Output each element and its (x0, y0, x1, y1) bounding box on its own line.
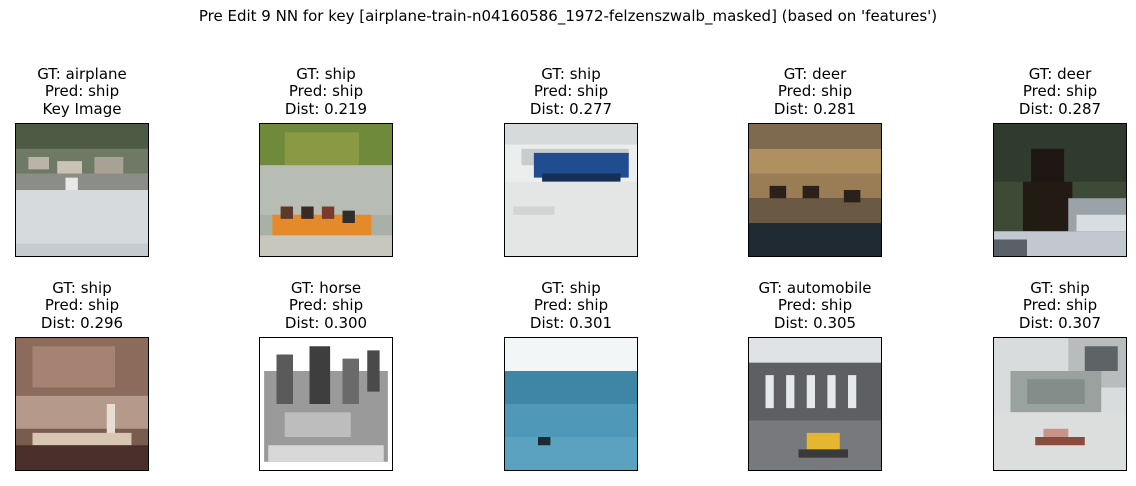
dist-label: Dist: 0.307 (1018, 313, 1102, 332)
gt-label: GT: horse (290, 279, 362, 297)
pred-label: Pred: ship (533, 296, 609, 315)
pred-label: Pred: ship (288, 296, 364, 315)
panel-10-caption: GT: ship Pred: ship Dist: 0.307 (950, 279, 1136, 332)
panel-4-caption: GT: deer Pred: ship Dist: 0.281 (705, 65, 925, 118)
gt-label: GT: deer (783, 65, 847, 83)
panel-6-caption: GT: ship Pred: ship Dist: 0.296 (0, 279, 192, 332)
dist-label: Dist: 0.281 (773, 99, 857, 118)
gt-label: GT: ship (296, 65, 356, 83)
panel-8-caption: GT: ship Pred: ship Dist: 0.301 (461, 279, 681, 332)
gt-label: GT: automobile (758, 279, 872, 297)
panel-9-caption: GT: automobile Pred: ship Dist: 0.305 (705, 279, 925, 332)
panel-7-caption: GT: horse Pred: ship Dist: 0.300 (216, 279, 436, 332)
pred-label: Pred: ship (288, 82, 364, 101)
pred-label: Pred: ship (777, 296, 853, 315)
neighbor-image (993, 337, 1127, 471)
dist-label: Dist: 0.219 (284, 99, 368, 118)
neighbor-image (504, 337, 638, 471)
key-image (15, 123, 149, 257)
gt-label: GT: ship (52, 279, 112, 297)
dist-label: Dist: 0.296 (40, 313, 124, 332)
gt-label: GT: ship (541, 65, 601, 83)
figure-title: Pre Edit 9 NN for key [airplane-train-n0… (198, 7, 938, 25)
gt-label: GT: ship (541, 279, 601, 297)
pred-label: Pred: ship (777, 82, 853, 101)
neighbor-image (993, 123, 1127, 257)
panel-3-caption: GT: ship Pred: ship Dist: 0.277 (461, 65, 681, 118)
dist-label: Dist: 0.305 (773, 313, 857, 332)
pred-label: Pred: ship (44, 82, 120, 101)
neighbor-image (748, 337, 882, 471)
dist-label: Dist: 0.287 (1018, 99, 1102, 118)
pred-label: Pred: ship (533, 82, 609, 101)
neighbor-image (259, 337, 393, 471)
gt-label: GT: airplane (37, 65, 127, 83)
dist-label: Dist: 0.300 (284, 313, 368, 332)
dist-label: Dist: 0.301 (529, 313, 613, 332)
gt-label: GT: ship (1030, 279, 1090, 297)
neighbor-image (748, 123, 882, 257)
neighbor-image (259, 123, 393, 257)
pred-label: Pred: ship (1022, 82, 1098, 101)
key-label: Key Image (42, 99, 122, 118)
neighbor-image (504, 123, 638, 257)
panel-5-caption: GT: deer Pred: ship Dist: 0.287 (950, 65, 1136, 118)
pred-label: Pred: ship (44, 296, 120, 315)
panel-2-caption: GT: ship Pred: ship Dist: 0.219 (216, 65, 436, 118)
dist-label: Dist: 0.277 (529, 99, 613, 118)
pred-label: Pred: ship (1022, 296, 1098, 315)
panel-1-caption: GT: airplane Pred: ship Key Image (0, 65, 192, 118)
gt-label: GT: deer (1028, 65, 1092, 83)
neighbor-image (15, 337, 149, 471)
